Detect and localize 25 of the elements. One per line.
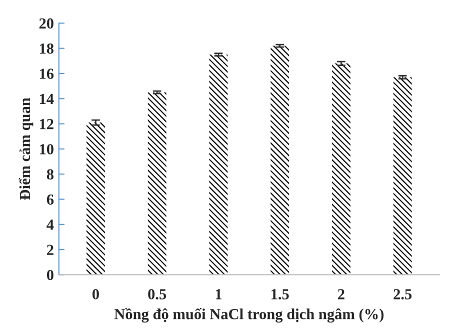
y-tick-label: 4: [46, 220, 54, 230]
y-tick-label: 16: [40, 68, 54, 79]
y-tick-label: 10: [40, 144, 54, 154]
x-tick-label: 2: [338, 289, 344, 300]
x-tick-label: 0.5: [148, 289, 166, 300]
bar: [148, 92, 166, 275]
y-tick-label: 8: [46, 169, 54, 180]
x-tick-label: 1: [216, 289, 222, 300]
y-tick-label: 6: [46, 194, 54, 205]
y-tick-label: 2: [47, 244, 54, 255]
y-tick-label: 0: [46, 270, 54, 280]
y-tick-label: 18: [40, 43, 54, 54]
bar: [393, 77, 412, 275]
y-tick-label: 14: [40, 94, 54, 104]
x-tick-label: 0: [92, 289, 99, 300]
y-tick-label: 20: [39, 18, 54, 29]
y-tick-label: 12: [40, 118, 54, 130]
x-tick-label: 2.5: [394, 289, 412, 300]
bar: [86, 122, 105, 275]
x-axis-title: Nồng độ muối NaCl trong dịch ngâm (%): [114, 308, 384, 323]
bar: [332, 63, 350, 275]
bar: [270, 46, 290, 275]
x-tick-label: 1.5: [272, 289, 289, 300]
bar: [209, 54, 228, 275]
y-axis-title: Điểm cảm quan: [18, 98, 34, 200]
